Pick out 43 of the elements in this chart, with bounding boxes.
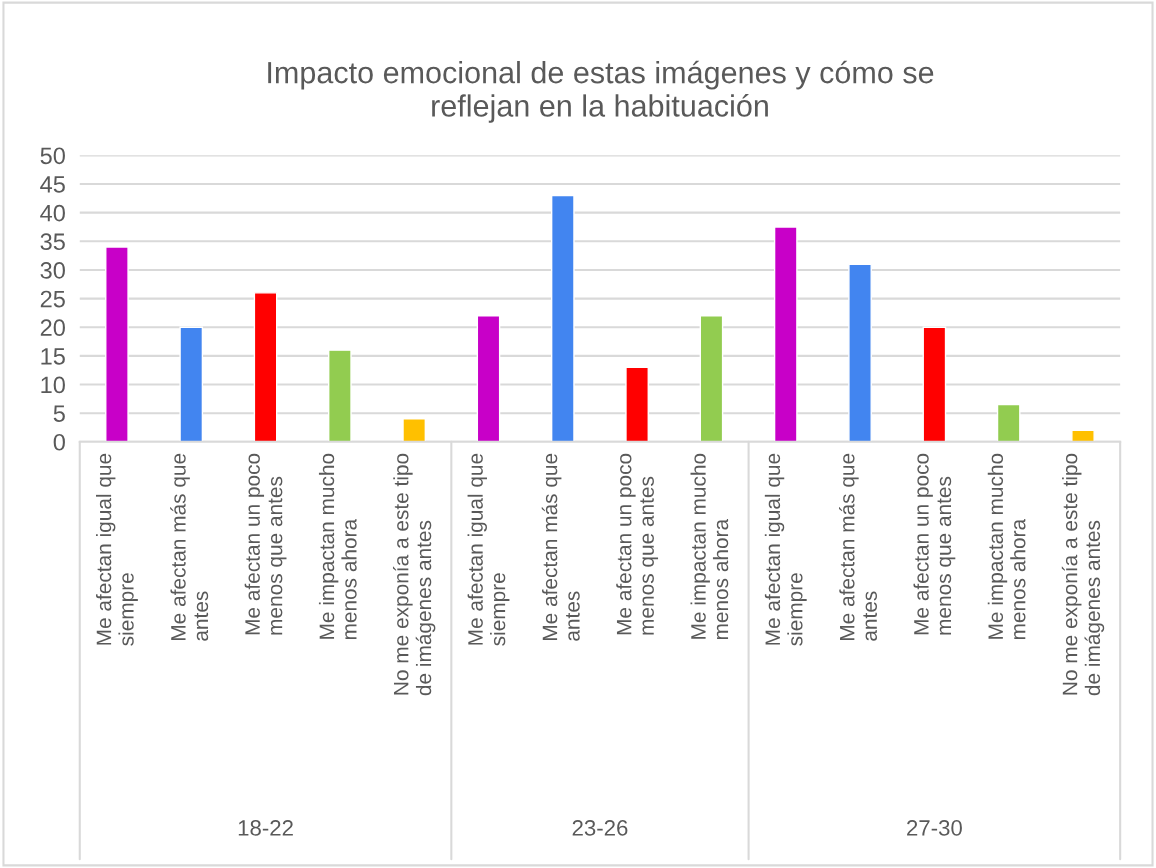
x-tick-label: No me exponía a este tipo de imágenes antes xyxy=(392,453,436,696)
y-tick-label: 15 xyxy=(41,348,65,365)
text: 23-26 xyxy=(572,820,628,836)
bar xyxy=(105,246,129,442)
y-tick-label: 45 xyxy=(40,176,65,193)
bar xyxy=(402,418,427,442)
x-tick-label: Me impactan mucho menos ahora xyxy=(690,453,729,640)
y-tick-label: 35 xyxy=(40,233,65,251)
bar xyxy=(476,315,501,442)
x-tick-label: Me afectan igual que siempre xyxy=(95,453,138,646)
x-tick-label: Me impactan mucho menos ahora xyxy=(987,453,1026,640)
text: 27-30 xyxy=(907,820,962,836)
y-tick-label: 40 xyxy=(40,204,65,222)
bar xyxy=(848,263,872,442)
bar xyxy=(550,194,575,442)
y-tick-label: 10 xyxy=(41,376,65,394)
x-tick-label: No me exponía a este tipo de imágenes antes xyxy=(1061,453,1105,696)
bar xyxy=(179,326,204,442)
x-tick-label: Me afectan un poco menos que antes xyxy=(616,453,659,635)
text: 18-22 xyxy=(238,820,293,836)
bar xyxy=(328,349,352,442)
bar xyxy=(922,326,947,442)
y-tick-label: 30 xyxy=(40,262,65,279)
y-tick-label: 5 xyxy=(53,405,65,422)
x-tick-label: Me afectan más que antes xyxy=(839,453,877,641)
x-tick-label: Me afectan igual que siempre xyxy=(764,453,807,646)
y-tick-label: 25 xyxy=(40,290,65,308)
bar xyxy=(253,292,278,442)
x-tick-label: Me afectan igual que siempre xyxy=(467,453,510,646)
bar xyxy=(699,315,724,442)
chart-title: Impacto emocional de estas imágenes y cómo se reflejan en la habituación xyxy=(268,60,934,123)
bar xyxy=(996,403,1021,442)
y-tick-label: 0 xyxy=(53,433,65,451)
bar xyxy=(1071,429,1095,442)
y-tick-label: 20 xyxy=(40,319,65,337)
x-tick-label: Me afectan un poco menos que antes xyxy=(913,453,956,635)
bar xyxy=(625,366,649,442)
x-tick-label: Me afectan más que antes xyxy=(170,453,209,641)
bar xyxy=(773,226,798,442)
y-tick-label: 50 xyxy=(40,147,65,165)
x-tick-label: Me afectan más que antes xyxy=(541,453,580,641)
x-tick-label: Me impactan mucho menos ahora xyxy=(318,453,357,640)
x-tick-label: Me afectan un poco menos que antes xyxy=(244,453,287,635)
